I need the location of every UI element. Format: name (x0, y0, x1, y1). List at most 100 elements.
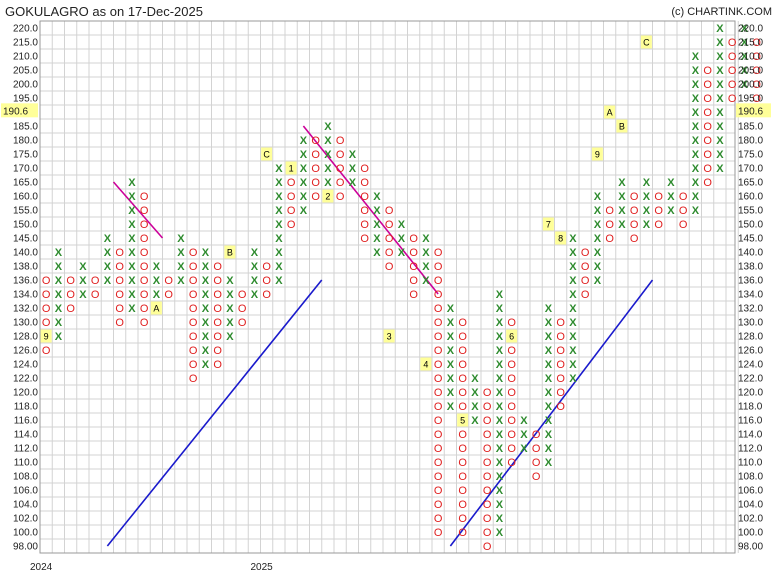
pnf-o-mark: O (458, 373, 467, 385)
y-tick-label-right: 136.0 (738, 276, 763, 287)
pnf-x-mark: X (324, 149, 332, 161)
month-marker: 2 (325, 192, 330, 202)
y-axis-right: 220.0215.0210.0205.0200.0195.0190.0185.0… (736, 24, 771, 553)
month-marker-bg (285, 161, 297, 175)
pnf-x-mark: X (716, 121, 724, 133)
pnf-o-mark: O (556, 345, 565, 357)
pnf-x-mark: X (202, 359, 210, 371)
pnf-x-mark: X (226, 331, 234, 343)
pnf-x-mark: X (202, 331, 210, 343)
y-tick-label-right: 132.0 (738, 304, 763, 315)
y-tick-label-right: 116.0 (738, 416, 763, 427)
pnf-x-mark: X (373, 233, 381, 245)
month-marker: B (619, 122, 625, 132)
last-price-badge-right (736, 103, 771, 118)
pnf-o-mark: O (409, 261, 418, 273)
pnf-x-mark: X (202, 317, 210, 329)
x-axis-label: 2025 (251, 562, 274, 573)
pnf-x-mark: X (569, 261, 577, 273)
pnf-x-mark: X (55, 261, 63, 273)
month-marker-bg (420, 357, 432, 371)
pnf-x-mark: X (324, 163, 332, 175)
pnf-x-mark: X (692, 79, 700, 91)
pnf-x-mark: X (496, 359, 504, 371)
pnf-o-mark: O (434, 429, 443, 441)
support-trendline (449, 279, 654, 547)
pnf-x-mark: X (447, 345, 455, 357)
pnf-o-mark: O (483, 401, 492, 413)
y-tick-label-left: 108.0 (13, 472, 38, 483)
pnf-x-mark: X (594, 219, 602, 231)
pnf-o-mark: O (189, 261, 198, 273)
pnf-x-mark: X (716, 65, 724, 77)
pnf-x-mark: X (471, 373, 479, 385)
pnf-x-mark: X (569, 289, 577, 301)
month-marker-bg (383, 329, 395, 343)
pnf-x-mark: X (128, 247, 136, 259)
pnf-x-mark: X (496, 471, 504, 483)
pnf-o-mark: O (213, 289, 222, 301)
pnf-o-mark: O (507, 429, 516, 441)
pnf-o-mark: O (581, 261, 590, 273)
pnf-o-mark: O (189, 247, 198, 259)
pnf-x-mark: X (128, 219, 136, 231)
last-price-label-left: 190.6 (3, 106, 28, 117)
pnf-x-mark: X (618, 205, 626, 217)
month-marker-bg (506, 329, 518, 343)
pnf-x-mark: X (741, 37, 749, 49)
pnf-o-mark: O (213, 317, 222, 329)
pnf-x-mark: X (471, 415, 479, 427)
pnf-o-mark: O (458, 331, 467, 343)
pnf-x-mark: X (692, 191, 700, 203)
pnf-o-mark: O (458, 471, 467, 483)
y-tick-label-right: 128.0 (738, 332, 763, 343)
pnf-o-mark: O (703, 107, 712, 119)
y-tick-label-left: 175.0 (13, 150, 38, 161)
pnf-x-mark: X (594, 191, 602, 203)
y-tick-label-left: 220.0 (13, 24, 38, 35)
pnf-o-mark: O (189, 331, 198, 343)
support-trendline (106, 279, 323, 547)
pnf-o-mark: O (42, 275, 51, 287)
month-marker: B (227, 248, 233, 258)
pnf-x-mark: X (177, 261, 185, 273)
last-price-label-right: 190.6 (738, 106, 763, 117)
pnf-o-mark: O (42, 289, 51, 301)
pnf-o-mark: O (91, 289, 100, 301)
pnf-o-mark: O (262, 289, 271, 301)
pnf-x-mark: X (569, 247, 577, 259)
pnf-o-mark: O (483, 387, 492, 399)
y-tick-label-left: 170.0 (13, 164, 38, 175)
month-marker: A (607, 108, 613, 118)
chart-grid (39, 20, 739, 554)
pnf-x-mark: X (275, 177, 283, 189)
pnf-x-mark: X (496, 513, 504, 525)
pnf-x-mark: X (447, 387, 455, 399)
pnf-o-mark: O (287, 205, 296, 217)
pnf-x-mark: X (471, 387, 479, 399)
y-tick-label-left: 100.0 (13, 528, 38, 539)
pnf-x-mark: X (202, 247, 210, 259)
pnf-x-mark: X (226, 289, 234, 301)
pnf-o-mark: O (458, 499, 467, 511)
pnf-o-mark: O (703, 79, 712, 91)
pnf-x-mark: X (692, 205, 700, 217)
pnf-x-mark: X (55, 247, 63, 259)
pnf-x-mark: X (716, 93, 724, 105)
y-tick-label-right: 210.0 (738, 52, 763, 63)
pnf-o-mark: O (189, 359, 198, 371)
pnf-x-mark: X (128, 191, 136, 203)
pnf-x-mark: X (716, 37, 724, 49)
pnf-o-mark: O (679, 219, 688, 231)
y-tick-label-right: 175.0 (738, 150, 763, 161)
y-tick-label-right: 118.0 (738, 402, 763, 413)
pnf-x-mark: X (569, 275, 577, 287)
pnf-o-mark: O (728, 79, 737, 91)
pnf-o-mark: O (679, 191, 688, 203)
pnf-o-mark: O (287, 177, 296, 189)
y-tick-label-right: 170.0 (738, 164, 763, 175)
pnf-x-mark: X (128, 177, 136, 189)
pnf-x-mark: X (716, 79, 724, 91)
month-marker: 9 (595, 150, 600, 160)
month-marker-bg (150, 301, 162, 315)
